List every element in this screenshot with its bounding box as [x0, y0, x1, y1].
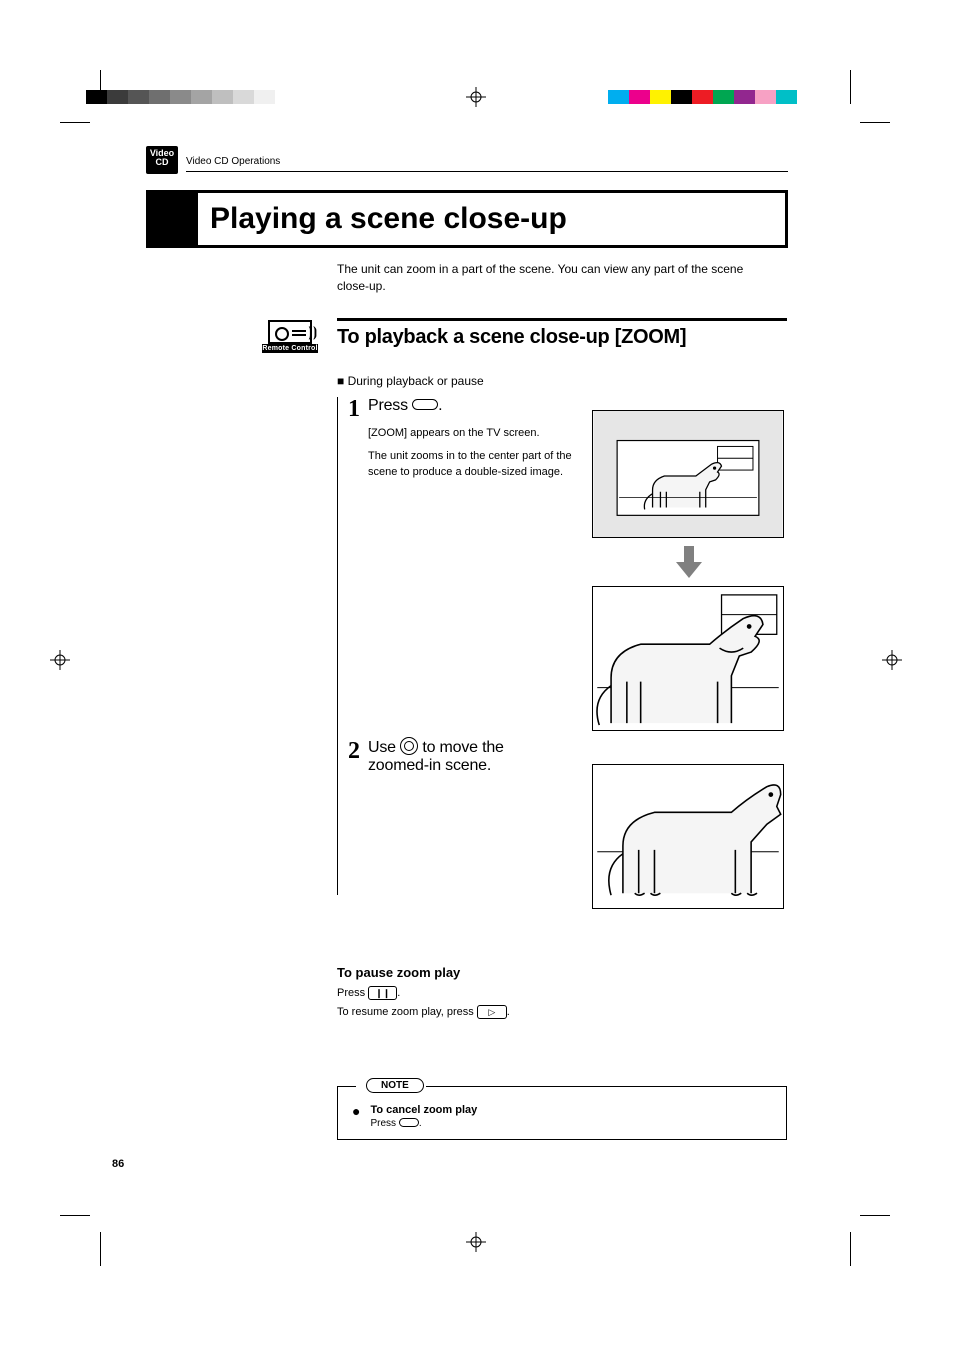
step-number: 2	[348, 739, 360, 775]
crop-tick	[60, 122, 90, 123]
colorbar-color	[608, 90, 818, 104]
video-cd-badge-icon: Video CD	[146, 146, 178, 174]
step-title-text: zoomed-in scene.	[368, 757, 491, 774]
page-title-block: Playing a scene close-up	[146, 190, 788, 248]
crop-tick	[60, 1215, 90, 1216]
illustration-moved-zoom	[592, 764, 784, 909]
play-button-icon: ▷	[477, 1005, 507, 1019]
step-title-text: .	[438, 397, 442, 414]
pause-text: .	[397, 987, 400, 999]
registration-mark-icon	[882, 650, 902, 670]
remote-label: Remote Control	[262, 344, 318, 353]
note-text: Press	[370, 1118, 398, 1129]
bullet-icon: ●	[352, 1104, 360, 1129]
illustration-before	[592, 410, 784, 538]
crop-tick	[860, 122, 890, 123]
colorbar-grayscale	[86, 90, 296, 104]
pause-text: To resume zoom play, press	[337, 1006, 477, 1018]
pause-title: To pause zoom play	[337, 965, 460, 980]
step-description: [ZOOM] appears on the TV screen. The uni…	[368, 425, 588, 481]
registration-mark-icon	[466, 87, 486, 107]
pause-button-icon: ❙❙	[368, 986, 397, 1000]
pause-body: Press ❙❙. To resume zoom play, press ▷.	[337, 984, 510, 1021]
page-title: Playing a scene close-up	[198, 190, 788, 248]
intro-text: The unit can zoom in a part of the scene…	[337, 261, 769, 296]
pause-text: Press	[337, 987, 368, 999]
crop-tick	[850, 1232, 851, 1266]
page-number: 86	[112, 1158, 124, 1170]
step-desc-line: [ZOOM] appears on the TV screen.	[368, 425, 588, 442]
step-title-text: Press	[368, 397, 412, 414]
note-item: ● To cancel zoom play Press .	[352, 1104, 772, 1129]
crop-tick	[850, 70, 851, 104]
step-number: 1	[348, 397, 360, 481]
remote-control-icon: ⦘⦘ Remote Control	[262, 320, 318, 366]
note-item-body: Press .	[370, 1118, 477, 1129]
title-accent	[146, 190, 198, 248]
step-desc-line: The unit zooms in to the center part of …	[368, 448, 588, 481]
pause-text: .	[507, 1006, 510, 1018]
breadcrumb: Video CD Operations	[186, 156, 280, 167]
note-text: .	[419, 1118, 422, 1129]
section-rule	[337, 318, 787, 321]
step-title-text: Use	[368, 739, 400, 756]
subheading: During playback or pause	[337, 374, 484, 388]
zoom-button-icon	[399, 1118, 419, 1127]
note-label: NOTE	[366, 1078, 424, 1093]
step-title-text: to move the	[418, 739, 504, 756]
badge-line: CD	[146, 158, 178, 167]
joystick-icon	[400, 737, 418, 755]
section-heading: To playback a scene close-up [ZOOM]	[337, 326, 686, 349]
registration-mark-icon	[50, 650, 70, 670]
note-box: NOTE ● To cancel zoom play Press .	[337, 1086, 787, 1140]
crop-tick	[860, 1215, 890, 1216]
note-item-title: To cancel zoom play	[370, 1104, 477, 1116]
zoom-button-icon	[412, 399, 438, 410]
registration-mark-icon	[466, 1232, 486, 1252]
header-rule	[186, 171, 788, 172]
crop-tick	[100, 1232, 101, 1266]
illustration-after-zoom	[592, 586, 784, 731]
arrow-down-icon	[674, 546, 704, 580]
